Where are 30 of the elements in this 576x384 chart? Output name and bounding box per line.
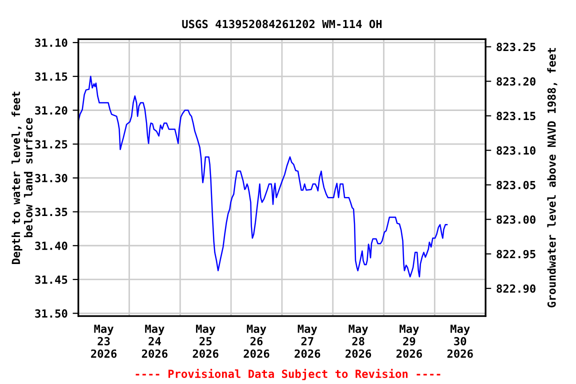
text: ---- Provisional Data Subject to Revision ---- [136,368,440,380]
y-tick-label: 31.15 [35,72,68,81]
y-tick-label: 31.25 [35,140,68,148]
x-tick-label: May 23 2026 [91,324,117,358]
x-tick-label: May 29 2026 [396,324,422,358]
x-tick-label: May 26 2026 [244,324,270,358]
y2-axis-title: Groundwater level above NAVD 1988, feet [547,48,558,308]
y2-tick-label: 823.20 [496,77,536,86]
y2-tick-label: 823.00 [496,215,536,224]
y-tick-label: 31.45 [35,275,68,284]
y2-tick-label: 823.05 [496,180,536,190]
chart-title: USGS 413952084261202 WM-114 OH [182,20,382,28]
line-series [78,76,448,278]
y-tick-label: 31.35 [35,208,68,216]
y2-tick-label: 823.10 [496,146,536,155]
y-axis-title: Depth to water level, feet below land surface [12,92,33,264]
y-tick-label: 31.10 [35,38,68,47]
y2-tick-label: 823.25 [496,42,536,52]
y-tick-label: 31.40 [35,242,68,250]
x-tick-label: May 27 2026 [294,324,320,358]
y2-tick-label: 822.90 [496,284,536,293]
x-tick-label: May 24 2026 [142,324,168,358]
x-tick-label: May 25 2026 [192,324,218,358]
y-tick-label: 31.50 [35,309,68,318]
x-tick-label: May 28 2026 [346,324,372,358]
y-tick-label: 31.20 [35,106,68,115]
y2-tick-label: 823.15 [496,112,536,120]
y-tick-label: 31.30 [35,174,68,182]
y2-tick-label: 822.95 [496,250,536,258]
x-tick-label: May 30 2026 [447,324,473,358]
